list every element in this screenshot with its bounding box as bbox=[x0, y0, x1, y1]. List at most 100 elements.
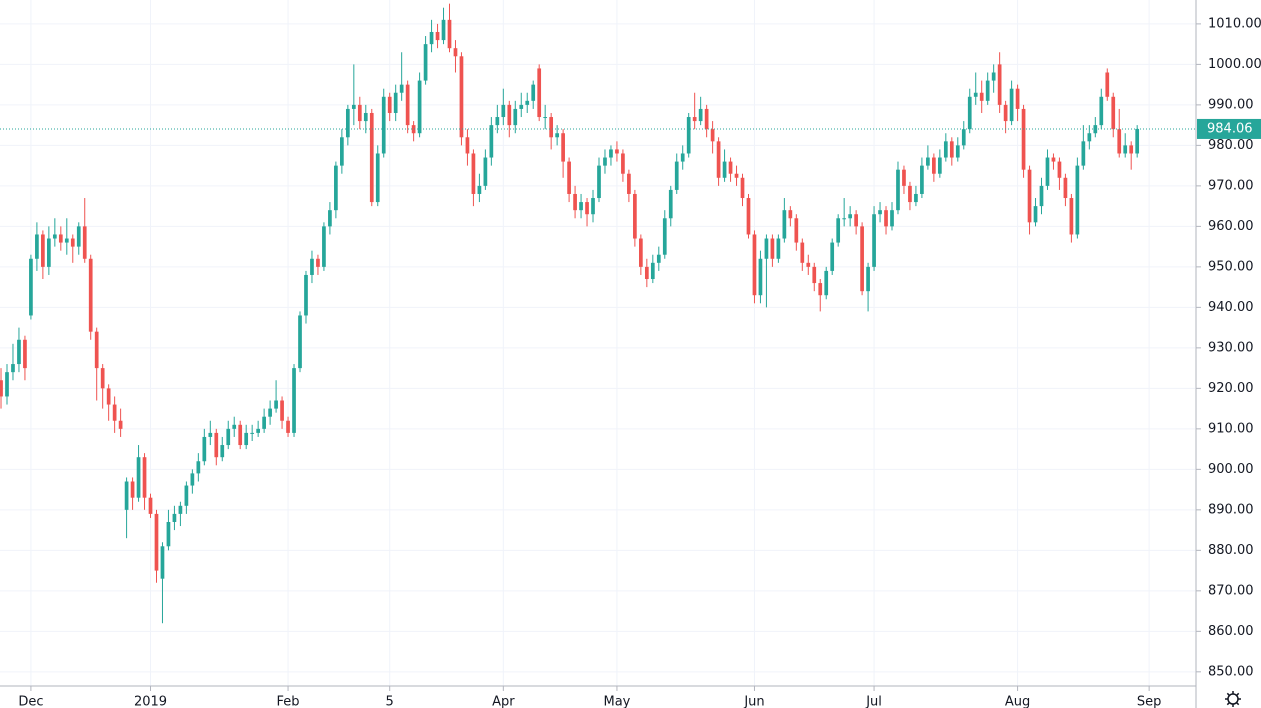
candle-body bbox=[567, 161, 571, 194]
x-tick-label: Apr bbox=[492, 695, 515, 708]
candle-body bbox=[387, 96, 392, 113]
candle-body bbox=[298, 315, 302, 369]
y-tick-label: 890.00 bbox=[1208, 502, 1254, 517]
candle-body bbox=[35, 234, 39, 259]
candle-body bbox=[172, 513, 177, 522]
candle-body bbox=[770, 238, 775, 259]
candle-body bbox=[142, 457, 147, 498]
candle-body bbox=[722, 161, 727, 178]
candle-body bbox=[537, 68, 542, 118]
candle-body bbox=[489, 125, 494, 158]
candle-body bbox=[878, 210, 882, 215]
candle-body bbox=[1069, 198, 1074, 235]
candle-body bbox=[507, 104, 512, 126]
candle-body bbox=[214, 432, 219, 458]
y-tick-label: 920.00 bbox=[1208, 381, 1254, 396]
candle-body bbox=[1129, 145, 1134, 154]
candle-body bbox=[178, 505, 183, 514]
candle-body bbox=[585, 202, 589, 215]
y-tick-label: 860.00 bbox=[1208, 624, 1254, 639]
candle-body bbox=[41, 234, 45, 267]
candle-body bbox=[1111, 96, 1116, 130]
candle-body bbox=[710, 129, 715, 142]
candle-body bbox=[471, 153, 476, 194]
candle-body bbox=[148, 497, 153, 514]
candle-body bbox=[94, 331, 99, 369]
candle-body bbox=[830, 242, 835, 271]
candle-body bbox=[196, 461, 201, 474]
candle-body bbox=[806, 262, 811, 267]
candle-body bbox=[621, 153, 625, 174]
candle-body bbox=[226, 428, 231, 446]
y-tick-label: 940.00 bbox=[1208, 300, 1254, 315]
candle-body bbox=[1015, 88, 1020, 109]
candle-body bbox=[961, 129, 966, 146]
candle-body bbox=[70, 238, 75, 247]
candle-body bbox=[465, 137, 470, 154]
candle-body bbox=[1075, 165, 1080, 235]
candle-body bbox=[369, 112, 374, 203]
candle-body bbox=[64, 238, 69, 243]
candle-body bbox=[716, 141, 721, 178]
candle-body bbox=[483, 157, 488, 186]
candle-body bbox=[411, 125, 416, 134]
candle-body bbox=[949, 141, 954, 158]
candle-body bbox=[441, 19, 446, 41]
candle-body bbox=[268, 408, 272, 417]
x-tick-label: Jun bbox=[743, 695, 764, 708]
candle-body bbox=[76, 226, 81, 247]
candle-body bbox=[244, 432, 249, 446]
candle-body bbox=[154, 513, 159, 571]
candle-body bbox=[1033, 206, 1038, 223]
candle-body bbox=[435, 31, 440, 41]
candle-body bbox=[310, 258, 314, 275]
candle-body bbox=[603, 157, 607, 166]
x-tick-label: 2019 bbox=[134, 695, 167, 708]
candle-body bbox=[1003, 104, 1008, 122]
candle-body bbox=[812, 266, 817, 284]
candle-body bbox=[1039, 185, 1044, 207]
candle-body bbox=[824, 270, 829, 296]
candle-body bbox=[734, 173, 739, 178]
candle-body bbox=[160, 546, 165, 579]
candle-body bbox=[345, 108, 350, 138]
candle-body bbox=[1027, 169, 1032, 223]
candle-body bbox=[674, 161, 679, 190]
candle-body bbox=[926, 157, 930, 166]
settings-icon[interactable] bbox=[1225, 691, 1241, 707]
y-tick-label: 1000.00 bbox=[1208, 57, 1261, 72]
candle-body bbox=[453, 48, 458, 57]
candle-body bbox=[854, 214, 858, 227]
candle-body bbox=[184, 485, 189, 506]
candle-body bbox=[656, 254, 661, 263]
candle-body bbox=[549, 117, 554, 138]
candle-body bbox=[238, 424, 243, 446]
candle-body bbox=[704, 108, 709, 130]
candle-body bbox=[334, 165, 338, 211]
candle-body bbox=[615, 149, 619, 154]
candle-body bbox=[818, 283, 823, 296]
candle-body bbox=[495, 117, 500, 126]
candle-body bbox=[740, 177, 745, 199]
candle-body bbox=[399, 84, 404, 93]
candle-body bbox=[860, 226, 864, 292]
candle-body bbox=[662, 218, 667, 255]
candle-body bbox=[698, 108, 703, 122]
candle-body bbox=[100, 368, 105, 389]
candle-body bbox=[304, 274, 308, 316]
candle-body bbox=[752, 234, 757, 296]
candle-body bbox=[591, 198, 595, 215]
candle-body bbox=[1063, 177, 1068, 199]
candle-body bbox=[902, 169, 906, 186]
candle-body bbox=[0, 380, 3, 397]
y-tick-label: 980.00 bbox=[1208, 138, 1254, 153]
candle-body bbox=[393, 92, 398, 113]
candle-body bbox=[322, 226, 326, 267]
candles bbox=[0, 3, 1195, 624]
candle-body bbox=[250, 432, 255, 434]
x-tick-label: May bbox=[603, 695, 630, 708]
candle-body bbox=[872, 214, 876, 267]
